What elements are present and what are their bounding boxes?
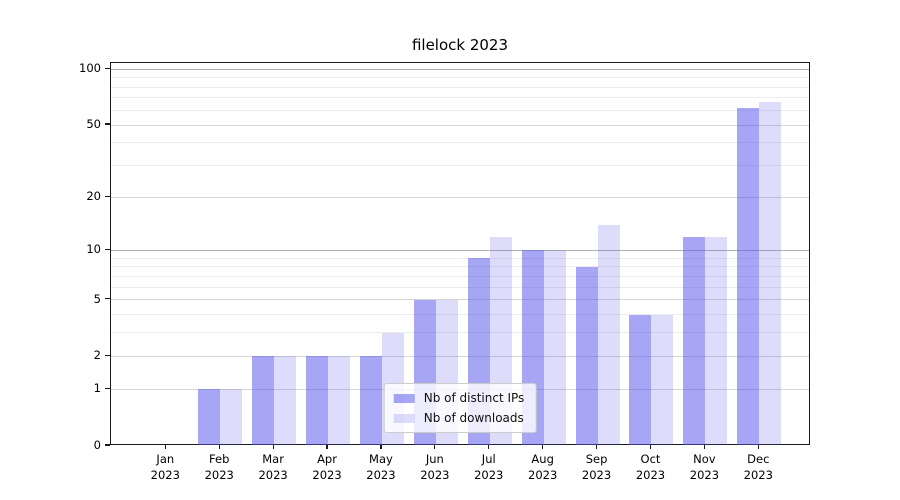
x-tick-label-jun: Jun 2023 xyxy=(420,452,450,482)
y-gridline-minor-40 xyxy=(111,142,809,144)
chart-title: filelock 2023 xyxy=(411,36,509,54)
y-tick-mark-1 xyxy=(105,387,110,389)
bar-nb-of-downloads-aug xyxy=(543,250,566,445)
bar-nb-of-downloads-dec xyxy=(759,101,782,445)
y-tick-mark-5 xyxy=(105,298,110,300)
y-gridline-minor-30 xyxy=(111,165,809,167)
bar-nb-of-distinct-ips-dec xyxy=(737,107,760,445)
legend: Nb of distinct IPs Nb of downloads xyxy=(383,383,537,433)
bar-nb-of-distinct-ips-oct xyxy=(629,314,652,445)
x-tick-label-aug: Aug 2023 xyxy=(528,452,558,482)
x-tick-mark-nov xyxy=(703,445,705,449)
x-tick-label-feb: Feb 2023 xyxy=(204,452,234,482)
y-gridline-minor-9 xyxy=(111,257,809,259)
x-tick-label-nov: Nov 2023 xyxy=(689,452,720,482)
y-gridline-minor-6 xyxy=(111,286,809,288)
y-gridline-minor-90 xyxy=(111,77,809,79)
x-tick-mark-oct xyxy=(649,445,652,449)
y-gridline-major-50 xyxy=(111,124,809,126)
x-tick-label-apr: Apr 2023 xyxy=(312,452,342,482)
y-tick-label-20: 20 xyxy=(86,189,101,204)
y-gridline-minor-60 xyxy=(111,109,809,111)
y-tick-mark-20 xyxy=(105,195,110,198)
bar-nb-of-downloads-apr xyxy=(328,356,351,445)
x-tick-label-oct: Oct 2023 xyxy=(635,452,666,482)
y-tick-mark-2 xyxy=(105,354,110,356)
y-gridline-major-2 xyxy=(111,355,809,357)
x-tick-mark-jan xyxy=(164,445,166,449)
bar-nb-of-distinct-ips-sep xyxy=(575,266,598,445)
y-gridline-minor-7 xyxy=(111,275,809,277)
legend-swatch-distinct-ips-icon xyxy=(393,393,415,403)
x-tick-mark-sep xyxy=(595,445,598,449)
y-gridline-major-100 xyxy=(111,68,809,70)
bar-nb-of-distinct-ips-apr xyxy=(306,356,329,445)
y-gridline-minor-70 xyxy=(111,97,809,99)
bar-nb-of-downloads-mar xyxy=(274,356,297,445)
bar-nb-of-downloads-oct xyxy=(651,314,674,445)
y-gridline-major-5 xyxy=(111,299,809,301)
x-tick-mark-dec xyxy=(757,445,759,449)
y-tick-mark-100 xyxy=(105,67,110,69)
bar-nb-of-distinct-ips-mar xyxy=(252,356,275,445)
legend-item-distinct-ips: Nb of distinct IPs xyxy=(393,391,525,405)
legend-item-downloads: Nb of downloads xyxy=(393,411,525,425)
y-tick-mark-10 xyxy=(105,248,110,250)
y-gridline-minor-4 xyxy=(111,314,809,316)
y-gridline-minor-3 xyxy=(111,332,809,334)
x-tick-label-mar: Mar 2023 xyxy=(258,452,288,482)
y-tick-label-5: 5 xyxy=(93,291,101,306)
y-gridline-major-20 xyxy=(111,196,809,198)
x-tick-mark-jun xyxy=(434,445,436,449)
x-tick-mark-apr xyxy=(326,445,328,449)
legend-label-distinct-ips: Nb of distinct IPs xyxy=(423,391,525,405)
y-tick-label-0: 0 xyxy=(93,438,101,452)
y-tick-label-2: 2 xyxy=(93,348,101,363)
y-tick-label-10: 10 xyxy=(86,242,101,257)
bar-nb-of-downloads-sep xyxy=(597,224,620,445)
y-tick-label-100: 100 xyxy=(79,61,101,76)
bar-nb-of-downloads-feb xyxy=(220,389,243,445)
y-gridline-major-10 xyxy=(111,249,809,251)
y-tick-mark-50 xyxy=(105,123,110,125)
bar-nb-of-distinct-ips-feb xyxy=(198,389,221,445)
x-tick-label-may: May 2023 xyxy=(366,452,396,482)
x-tick-mark-jul xyxy=(488,445,490,449)
plot-area: Nb of distinct IPs Nb of downloads xyxy=(110,62,810,445)
x-tick-label-jan: Jan 2023 xyxy=(150,452,180,482)
legend-label-downloads: Nb of downloads xyxy=(423,411,524,425)
x-tick-mark-mar xyxy=(272,445,274,449)
x-tick-mark-may xyxy=(380,445,382,449)
x-tick-label-sep: Sep 2023 xyxy=(581,452,612,482)
y-tick-label-50: 50 xyxy=(86,117,101,131)
x-tick-mark-feb xyxy=(218,445,220,449)
x-tick-label-jul: Jul 2023 xyxy=(474,452,504,482)
x-tick-label-dec: Dec 2023 xyxy=(743,452,773,482)
bar-nb-of-distinct-ips-may xyxy=(359,356,382,445)
bar-nb-of-distinct-ips-nov xyxy=(683,236,706,445)
legend-swatch-downloads-icon xyxy=(393,413,415,423)
x-tick-mark-aug xyxy=(542,445,544,449)
y-tick-mark-0 xyxy=(105,444,110,446)
y-gridline-minor-8 xyxy=(111,266,809,268)
bar-nb-of-downloads-nov xyxy=(705,236,728,445)
y-tick-label-1: 1 xyxy=(93,381,101,396)
y-gridline-minor-80 xyxy=(111,86,809,88)
